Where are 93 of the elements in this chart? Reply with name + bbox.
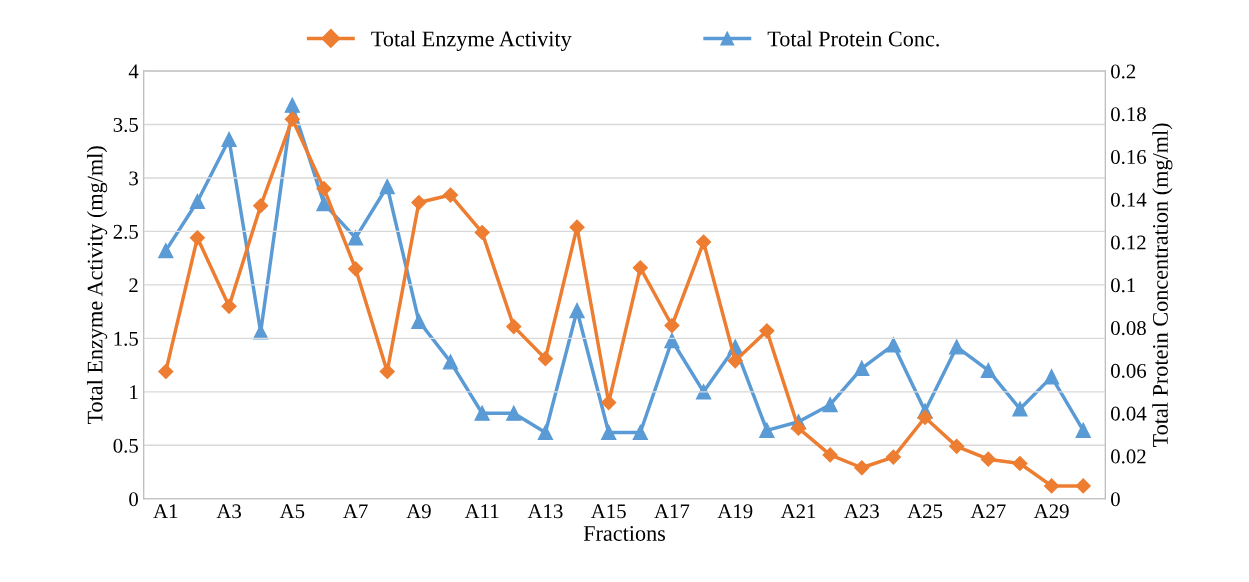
point	[506, 319, 522, 335]
legend-label: Total Protein Conc.	[767, 30, 939, 47]
point	[158, 363, 174, 380]
point	[664, 332, 680, 349]
x-tick-label: A29	[1033, 504, 1069, 519]
y-tick-label: 1.5	[114, 331, 138, 346]
point	[727, 353, 743, 369]
x-tick-label: A9	[406, 504, 431, 519]
y-tick-label: 2.5	[113, 224, 138, 239]
y-tick-label: 1	[130, 385, 138, 400]
point	[537, 351, 553, 367]
y-tick-label: 3	[129, 171, 138, 186]
y-tick-label: 0.5	[113, 438, 138, 453]
point	[316, 181, 332, 197]
point	[253, 198, 269, 214]
point	[696, 234, 712, 250]
y-tick-label: 4	[128, 64, 139, 79]
y2-tick-label: 0.08	[1111, 321, 1146, 336]
y-axis-title: Total Enzyme Activity (mg/ml)	[86, 146, 108, 425]
y2-tick-label: 0.12	[1111, 235, 1146, 250]
point	[917, 409, 933, 426]
point	[1044, 478, 1060, 494]
point	[1012, 401, 1028, 417]
point	[379, 178, 395, 195]
y2-tick-label: 0.1	[1111, 278, 1136, 293]
point	[569, 302, 585, 319]
y2-tick-label: 0.2	[1111, 64, 1136, 79]
point	[664, 317, 680, 334]
y2-tick-label: 0.14	[1111, 192, 1147, 207]
x-tick-label: A19	[717, 504, 753, 519]
x-axis-title: Fractions	[583, 526, 666, 541]
point	[632, 260, 648, 276]
point	[506, 405, 522, 421]
point	[348, 261, 364, 277]
y2-tick-label: 0.16	[1111, 149, 1147, 165]
point	[885, 449, 901, 465]
point	[474, 405, 490, 421]
point	[885, 337, 902, 353]
x-tick-label: A27	[970, 504, 1006, 519]
point	[474, 224, 490, 241]
x-tick-label: A17	[654, 504, 690, 519]
y2-tick-label: 0.02	[1111, 449, 1146, 464]
point	[1075, 478, 1091, 494]
point	[854, 460, 870, 476]
y2-tick-label: 0.04	[1111, 406, 1147, 421]
y2-tick-label: 0.06	[1111, 363, 1147, 378]
point	[189, 230, 205, 246]
point	[1012, 455, 1028, 472]
y2-tick-label: 0	[1111, 492, 1120, 507]
y-tick-label: 2	[129, 278, 138, 293]
point	[601, 424, 617, 441]
point	[442, 354, 459, 370]
point	[822, 397, 838, 413]
point	[411, 194, 427, 211]
x-tick-label: A15	[590, 504, 626, 519]
y2-axis-title: Total Protein Concentration (mg/ml)	[1152, 123, 1173, 447]
point	[759, 422, 775, 438]
x-tick-label: A1	[153, 504, 178, 519]
point	[632, 424, 648, 441]
point	[1075, 422, 1091, 438]
point	[822, 447, 838, 463]
point	[790, 420, 807, 436]
x-tick-label: A11	[464, 504, 499, 519]
point	[316, 195, 332, 212]
x-tick-label: A13	[527, 504, 563, 519]
point	[537, 424, 554, 441]
point	[411, 313, 427, 329]
x-tick-label: A23	[844, 504, 879, 519]
point	[980, 362, 996, 379]
point	[442, 187, 459, 203]
point	[980, 451, 996, 467]
x-tick-label: A3	[216, 504, 241, 519]
point	[284, 97, 300, 113]
point	[759, 323, 775, 339]
point	[189, 193, 206, 210]
y-tick-label: 0	[129, 492, 138, 507]
y2-tick-label: 0.18	[1111, 107, 1146, 122]
point	[221, 131, 237, 148]
point	[347, 230, 364, 246]
y-tick-label: 3.5	[113, 117, 138, 132]
x-tick-label: A21	[780, 504, 816, 519]
point	[158, 243, 174, 259]
point	[569, 219, 585, 235]
point	[949, 339, 965, 355]
x-tick-label: A25	[907, 504, 943, 519]
point	[221, 298, 237, 314]
point	[854, 360, 870, 376]
x-tick-label: A5	[279, 504, 305, 519]
x-tick-label: A7	[343, 504, 368, 519]
legend-label: Total Enzyme Activity	[371, 30, 572, 51]
point	[284, 111, 300, 127]
point	[1043, 369, 1060, 385]
point	[949, 438, 965, 454]
